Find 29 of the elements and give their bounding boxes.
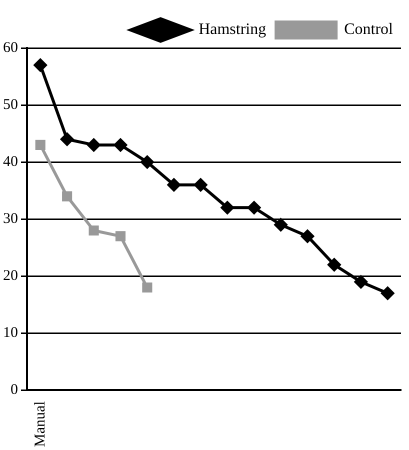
point [115,231,126,242]
point [328,258,341,272]
y-tick-label: 20 [3,268,18,284]
y-tick-label: 30 [3,211,18,228]
y-tick-label: 60 [3,40,18,56]
point [62,191,72,202]
point [354,275,368,288]
point [34,58,47,72]
point [35,140,46,150]
point [87,138,100,152]
point [167,178,180,192]
point [114,138,127,152]
point [248,201,261,214]
point [194,178,208,192]
y-tick-label: 40 [3,154,18,170]
point [140,156,154,169]
point [301,230,314,243]
point [381,286,394,300]
y-tick-label: 10 [3,325,18,342]
point [220,201,234,214]
legend-label: Control [344,21,394,38]
y-tick-label: 50 [3,96,18,113]
x-tick-label: Manual [32,401,48,448]
point [88,225,99,236]
legend-label: Hamstring [198,21,266,38]
y-tick-label: 0 [10,382,18,398]
point [274,218,288,232]
point [142,282,152,293]
point [60,132,74,146]
